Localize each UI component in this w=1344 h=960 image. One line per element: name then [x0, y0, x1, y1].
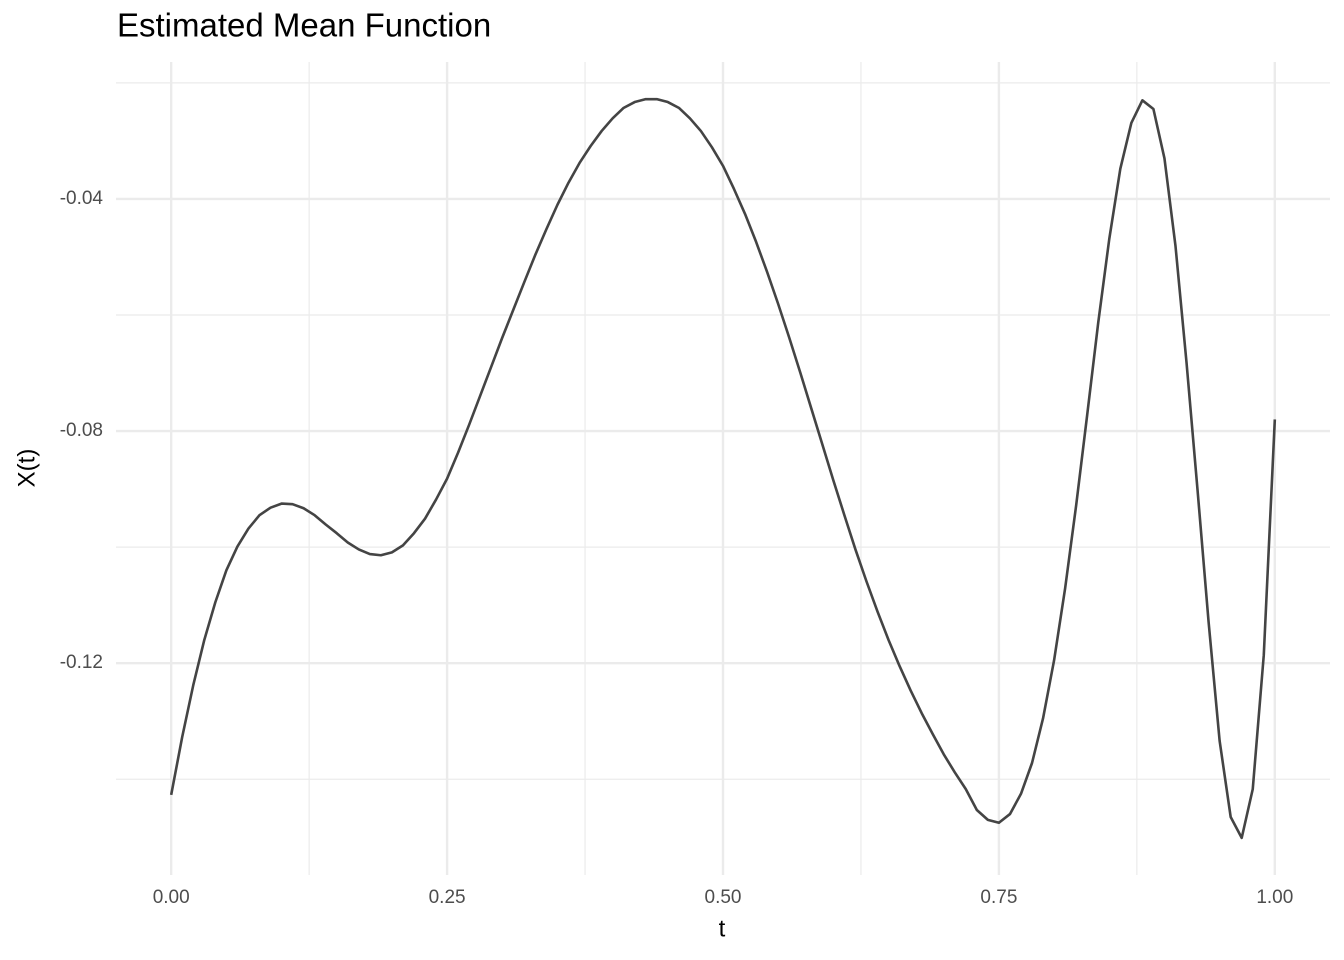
y-axis-title: X(t) [13, 449, 40, 488]
mean-line [169, 97, 1277, 840]
x-tick-label: 1.00 [1256, 887, 1293, 908]
x-tick-label: 0.50 [705, 887, 742, 908]
x-tick-label: 0.75 [980, 887, 1017, 908]
y-tick-label: -0.12 [60, 652, 103, 673]
y-tick-label: -0.04 [60, 188, 104, 209]
x-axis-title: t [719, 915, 726, 942]
x-tick-label: 0.00 [153, 887, 190, 908]
x-tick-label: 0.25 [429, 887, 466, 908]
y-tick-label: -0.08 [60, 420, 103, 441]
chart-title: Estimated Mean Function [117, 7, 491, 44]
